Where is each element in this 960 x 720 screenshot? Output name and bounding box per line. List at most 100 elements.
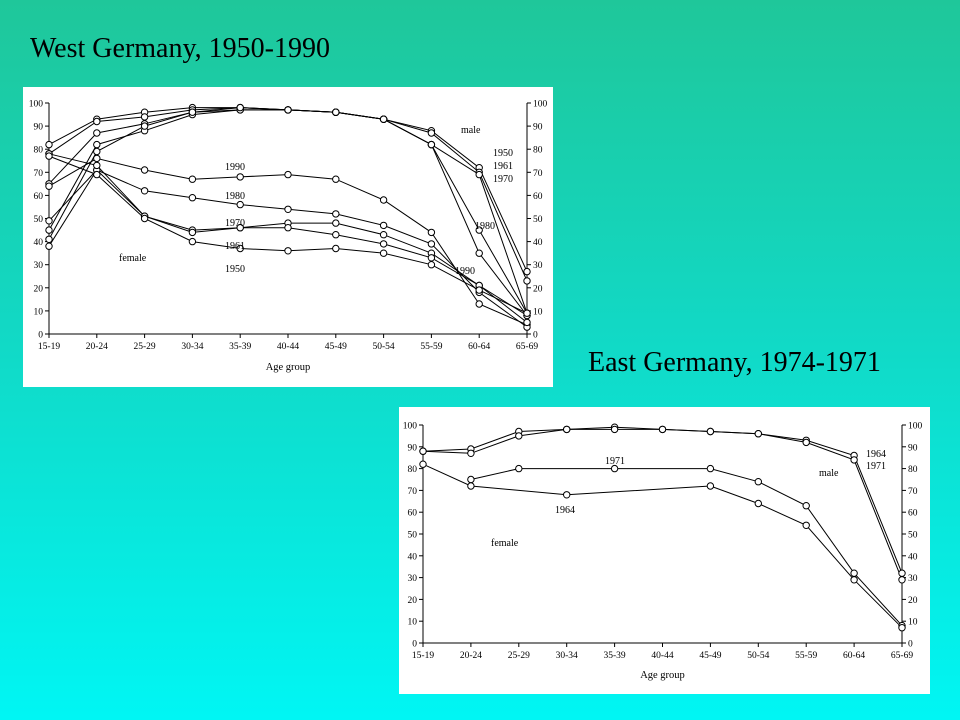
data-point-female-1950 xyxy=(284,247,292,255)
y-tick-label-left: 0 xyxy=(38,331,43,341)
data-point-female-1964 xyxy=(467,482,475,490)
x-tick-label: 35-39 xyxy=(229,342,251,352)
data-point-female-1990 xyxy=(284,170,292,179)
data-point-male-1990 xyxy=(45,235,53,244)
y-tick-label-left: 40 xyxy=(34,238,44,248)
data-point-female-1950 xyxy=(140,214,149,223)
data-point-male-1970 xyxy=(475,170,483,179)
y-tick-label-right: 40 xyxy=(533,238,543,248)
y-tick-label-right: 70 xyxy=(533,169,543,179)
annotation-female-1990: 1990 xyxy=(225,162,245,173)
y-tick-label-right: 20 xyxy=(908,596,918,606)
data-point-female-1961 xyxy=(188,228,197,237)
data-point-female-1980 xyxy=(45,217,53,225)
data-point-female-1990 xyxy=(93,154,101,163)
data-point-male-1971 xyxy=(754,430,762,438)
data-point-female-1971 xyxy=(850,569,858,577)
data-point-female-1964 xyxy=(563,491,571,499)
data-point-female-1971 xyxy=(467,475,475,484)
y-tick-label-right: 0 xyxy=(908,640,913,650)
y-tick-label-left: 90 xyxy=(408,443,418,453)
data-point-male-1971 xyxy=(706,427,715,436)
y-tick-label-left: 30 xyxy=(408,574,418,584)
data-point-female-1990 xyxy=(379,196,388,204)
data-point-male-1971 xyxy=(515,432,523,440)
data-point-male-1961 xyxy=(140,113,149,121)
annotation-male-1980: 1980 xyxy=(475,221,495,232)
y-tick-label-left: 40 xyxy=(408,552,418,562)
data-point-female-1990 xyxy=(236,173,244,181)
data-point-male-1990 xyxy=(475,249,483,257)
data-point-female-1950 xyxy=(427,261,436,269)
annotation-female-1970: 1970 xyxy=(225,218,245,229)
data-point-female-1950 xyxy=(188,237,197,246)
y-tick-label-left: 100 xyxy=(403,422,418,432)
data-point-male-1980 xyxy=(475,226,483,234)
data-point-female-1961 xyxy=(427,254,436,262)
annotation-male-1970: 1970 xyxy=(493,174,513,185)
y-tick-label-right: 0 xyxy=(533,331,538,341)
west-germany-title: West Germany, 1950-1990 xyxy=(30,33,330,64)
x-tick-label: 45-49 xyxy=(699,651,721,661)
y-tick-label-right: 70 xyxy=(908,487,918,497)
east-germany-chart: 0 0 10 10 20 20 30 30 40 40 50 50 60 60 70 70 80 80 90 90 10… xyxy=(403,422,923,682)
data-point-female-1970 xyxy=(45,242,53,250)
data-point-male-1961 xyxy=(427,129,436,137)
data-point-female-1980 xyxy=(140,187,149,195)
series-line-female-1964 xyxy=(422,463,903,629)
y-tick-label-right: 80 xyxy=(533,146,543,156)
annotation-male-1950: 1950 xyxy=(493,148,513,159)
y-tick-label-right: 100 xyxy=(533,100,548,110)
x-tick-label: 40-44 xyxy=(651,651,673,661)
y-tick-label-right: 30 xyxy=(533,261,543,271)
x-tick-label: 50-54 xyxy=(747,651,769,661)
data-point-female-1990 xyxy=(188,175,197,183)
y-tick-label-left: 80 xyxy=(34,146,44,156)
data-point-male-1990 xyxy=(332,108,340,116)
east-germany-title: East Germany, 1974-1971 xyxy=(588,347,881,378)
data-point-female-1971 xyxy=(610,464,619,473)
data-point-male-1961 xyxy=(523,277,531,285)
west-germany-chart: 0 0 10 10 20 20 30 30 40 40 50 50 60 60 70 70 80 80 90 90 10… xyxy=(29,100,548,374)
y-tick-label-right: 90 xyxy=(908,443,918,453)
data-point-female-1980 xyxy=(284,205,292,214)
series-line-female-1990 xyxy=(48,157,528,326)
data-point-male-1971 xyxy=(467,449,475,457)
data-point-male-1990 xyxy=(427,140,436,149)
series-line-male-1971 xyxy=(422,428,903,580)
west-germany-chart-panel: 0 0 10 10 20 20 30 30 40 40 50 50 60 60 70 70 80 80 90 90 10… xyxy=(23,87,553,387)
data-point-female-1980 xyxy=(332,210,340,218)
data-point-female-1990 xyxy=(427,228,436,237)
x-tick-label: 20-24 xyxy=(460,651,482,661)
y-tick-label-right: 90 xyxy=(533,123,543,133)
y-tick-label-right: 10 xyxy=(533,307,543,317)
series-line-male-1964 xyxy=(422,426,903,574)
data-point-male-1971 xyxy=(802,438,810,447)
data-point-female-1970 xyxy=(332,219,340,227)
x-tick-label: 40-44 xyxy=(277,342,299,352)
data-point-female-1980 xyxy=(188,194,197,202)
data-point-male-1970 xyxy=(93,129,101,137)
data-point-male-1971 xyxy=(658,425,667,434)
data-point-male-1971 xyxy=(898,576,906,584)
x-axis-label: Age group xyxy=(640,670,685,681)
data-point-female-1961 xyxy=(332,231,340,239)
data-point-female-1950 xyxy=(379,249,388,257)
series-line-male-1950 xyxy=(48,107,528,272)
data-point-female-1971 xyxy=(802,502,810,510)
annotation-male-1961: 1961 xyxy=(493,161,513,172)
x-tick-label: 65-69 xyxy=(516,342,538,352)
y-tick-label-left: 30 xyxy=(34,261,44,271)
y-tick-label-left: 10 xyxy=(408,618,418,628)
data-point-male-1990 xyxy=(93,147,101,156)
data-point-female-1980 xyxy=(427,240,436,248)
data-point-male-1950 xyxy=(523,267,531,276)
data-point-female-1961 xyxy=(93,161,101,170)
x-tick-label: 50-54 xyxy=(373,342,395,352)
data-point-male-1990 xyxy=(140,122,149,130)
data-point-male-1990 xyxy=(284,106,292,114)
data-point-female-1961 xyxy=(236,224,244,232)
x-tick-label: 60-64 xyxy=(468,342,490,352)
data-point-female-1980 xyxy=(379,221,388,230)
data-point-male-1990 xyxy=(379,115,388,123)
